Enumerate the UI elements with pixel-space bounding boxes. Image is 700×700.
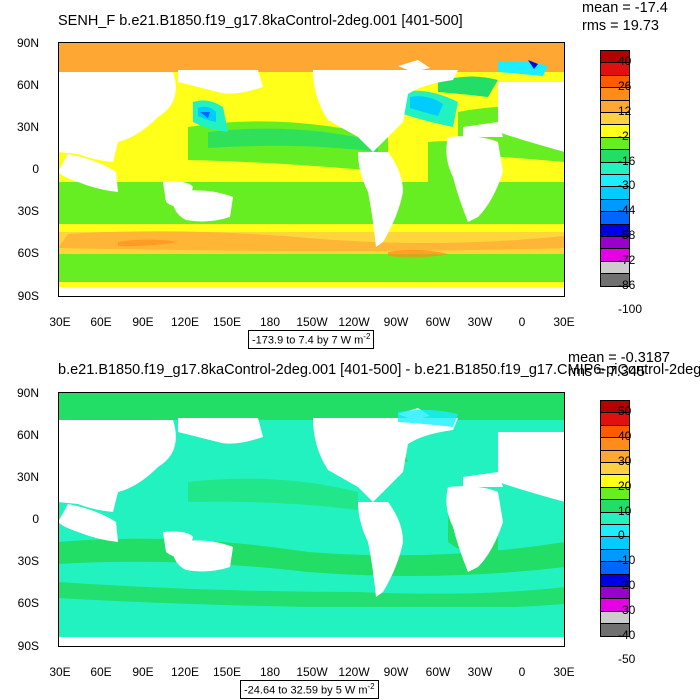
x-tick-label: 60W [425, 665, 451, 679]
y-tick-label: 60S [17, 246, 39, 260]
x-tick-label: 120E [170, 315, 200, 329]
map-svg [58, 42, 565, 297]
colorbar-cell [600, 536, 630, 550]
y-tick-label: 60N [16, 428, 39, 442]
colorbar-cell [600, 524, 630, 538]
colorbar [600, 50, 630, 287]
x-tick-label: 30E [49, 315, 71, 329]
x-tick-label: 120W [338, 315, 370, 329]
map-field [58, 42, 565, 297]
y-tick-label: 90S [17, 639, 39, 653]
colorbar-label: -30 [618, 602, 636, 617]
panel-senh-f: SENH_F b.e21.B1850.f19_g17.8kaControl-2d… [16, 0, 668, 349]
contour-levels-text: -173.9 to 7.4 by 7 W m [252, 334, 364, 347]
contour-levels-label: -24.64 to 32.59 by 5 W m-2 [240, 680, 379, 699]
colorbar-cell [600, 623, 630, 637]
y-tick-label: 0 [32, 512, 39, 526]
x-tick-label: 60W [425, 315, 451, 329]
x-tick-label: 30W [467, 315, 493, 329]
y-tick-label: 90S [17, 289, 39, 303]
x-tick-label: 90E [132, 315, 154, 329]
x-tick-label: 90E [132, 665, 154, 679]
colorbar-label: -10 [618, 553, 636, 568]
map-field [58, 392, 565, 647]
colorbar-label: -58 [618, 228, 636, 242]
colorbar-label: 12 [618, 104, 632, 118]
land [58, 408, 565, 647]
y-tick-label: 90N [16, 36, 39, 50]
x-tick-label: 120W [338, 665, 370, 679]
x-tick-label: 0 [518, 665, 526, 679]
colorbar-label: 10 [618, 503, 632, 518]
arctic-band [58, 42, 565, 72]
colorbar-label: 26 [618, 79, 632, 94]
contour-levels-text: -24.64 to 32.59 by 5 W m [244, 684, 368, 697]
colorbar-cell [600, 273, 630, 287]
y-tick-label: 60S [17, 596, 39, 610]
colorbar-label: -20 [618, 578, 636, 592]
units-exponent: -2 [367, 682, 375, 691]
x-tick-label: 30E [553, 315, 575, 329]
x-tick-label: 150E [212, 315, 242, 329]
arctic-band [58, 392, 565, 420]
x-tick-label: 0 [518, 315, 526, 329]
colorbar [600, 400, 630, 637]
colorbar-label: -30 [618, 178, 636, 193]
y-tick-label: 60N [16, 78, 39, 92]
colorbar-label: -2 [618, 128, 629, 143]
x-tick-label: 120E [170, 665, 200, 679]
colorbar-label: 50 [618, 404, 632, 419]
colorbar-label: -40 [618, 627, 636, 642]
colorbar-label: 40 [618, 54, 632, 69]
chart-title: b.e21.B1850.f19_g17.8kaControl-2deg.001 … [58, 362, 700, 378]
x-tick-label: 90W [383, 315, 409, 329]
x-tick-label: 90W [383, 665, 409, 679]
colorbar-label: 30 [618, 454, 632, 468]
x-tick-label: 30E [49, 665, 71, 679]
colorbar-label: 20 [618, 478, 632, 493]
colorbar-label: 0 [618, 528, 625, 543]
panel-difference: b.e21.B1850.f19_g17.8kaControl-2deg.001 … [0, 350, 700, 700]
y-tick-label: 30N [16, 120, 39, 134]
y-tick-label: 30N [16, 470, 39, 484]
x-tick-label: 180 [259, 665, 281, 679]
x-tick-label: 60E [90, 315, 112, 329]
rms-stat: rms = 19.73 [582, 18, 659, 34]
x-tick-label: 30E [553, 665, 575, 679]
land [58, 60, 565, 297]
colorbar-label: -72 [618, 252, 636, 267]
x-tick-label: 150W [296, 315, 328, 329]
chart-title: SENH_F b.e21.B1850.f19_g17.8kaControl-2d… [58, 13, 463, 29]
colorbar-label: -86 [618, 277, 636, 292]
colorbar-label: -100 [618, 302, 643, 317]
colorbar-label: -16 [618, 153, 636, 168]
y-tick-label: 30S [17, 554, 39, 568]
rms-stat: rms = 7.345 [568, 364, 645, 380]
colorbar-label: -50 [618, 652, 636, 667]
mean-stat: mean = -17.4 [582, 0, 668, 16]
southern-ocean-band [58, 254, 565, 282]
x-tick-label: 150E [212, 665, 242, 679]
map-svg [58, 392, 565, 647]
mean-stat: mean = -0.3187 [568, 350, 670, 366]
x-tick-label: 60E [90, 665, 112, 679]
x-tick-label: 150W [296, 665, 328, 679]
x-tick-label: 180 [259, 315, 281, 329]
units-exponent: -2 [363, 332, 371, 341]
y-tick-label: 30S [17, 204, 39, 218]
y-tick-label: 0 [32, 162, 39, 176]
colorbar-label: 40 [618, 429, 632, 444]
colorbar-label: -44 [618, 203, 636, 218]
y-tick-label: 90N [16, 386, 39, 400]
x-tick-label: 30W [467, 665, 493, 679]
contour-levels-label: -173.9 to 7.4 by 7 W m-2 [248, 330, 375, 349]
